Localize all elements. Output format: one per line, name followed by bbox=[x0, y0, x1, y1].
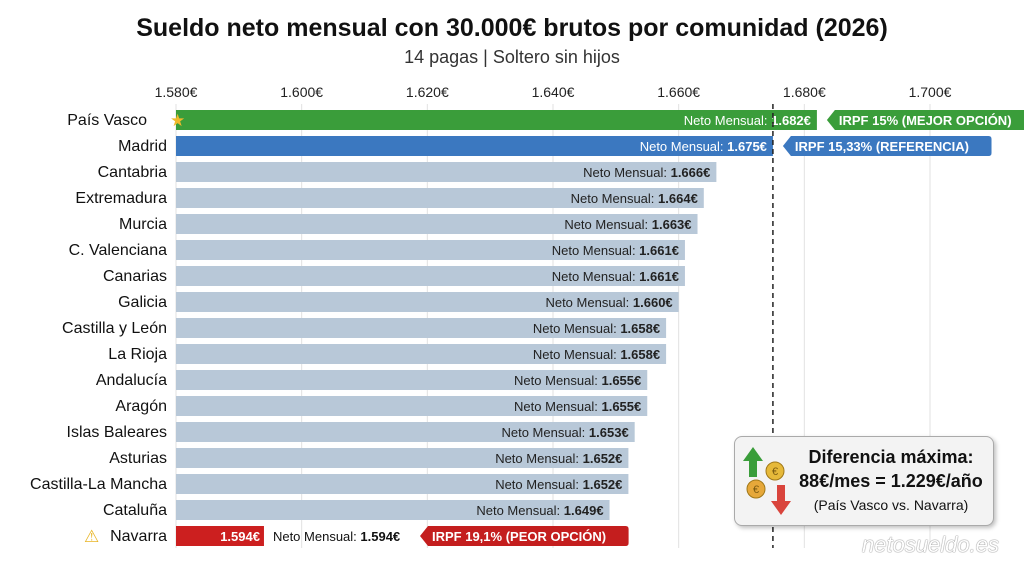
bar bbox=[176, 448, 629, 468]
watermark: netosueldo.es bbox=[862, 532, 999, 557]
tick-label: 1.660€ bbox=[657, 84, 700, 100]
bar-value-label: Neto Mensual: 1.661€ bbox=[552, 243, 679, 258]
bar-value-label: 1.594€ bbox=[220, 529, 260, 544]
category-label: Islas Baleares bbox=[67, 424, 168, 441]
bar bbox=[176, 344, 667, 364]
tick-label: 1.600€ bbox=[280, 84, 323, 100]
bar-value-label: Neto Mensual: 1.653€ bbox=[501, 425, 628, 440]
bar bbox=[176, 474, 629, 494]
chart-subtitle: 14 pagas | Soltero sin hijos bbox=[404, 47, 620, 67]
bar-value-label: Neto Mensual: 1.682€ bbox=[684, 113, 811, 128]
bar-value-label: Neto Mensual: 1.664€ bbox=[571, 191, 698, 206]
bar-value-label: Neto Mensual: 1.652€ bbox=[495, 477, 622, 492]
bar-value-label: Neto Mensual: 1.666€ bbox=[583, 165, 710, 180]
bar bbox=[176, 370, 648, 390]
tick-label: 1.580€ bbox=[155, 84, 198, 100]
bar bbox=[176, 162, 717, 182]
svg-text:€: € bbox=[772, 466, 778, 478]
info-value: 88€/mes = 1.229€/año bbox=[799, 471, 983, 491]
category-label: Madrid bbox=[118, 138, 167, 155]
bar bbox=[176, 500, 610, 520]
category-label: Aragón bbox=[115, 398, 167, 415]
info-title: Diferencia máxima: bbox=[808, 447, 974, 467]
bar bbox=[176, 110, 817, 130]
svg-text:€: € bbox=[753, 484, 759, 496]
bar bbox=[176, 422, 635, 442]
bar bbox=[176, 396, 648, 416]
bar-value-label: Neto Mensual: 1.594€ bbox=[273, 529, 400, 544]
bar-value-label: Neto Mensual: 1.652€ bbox=[495, 451, 622, 466]
category-label: Asturias bbox=[109, 450, 167, 467]
category-label: Cataluña bbox=[103, 502, 167, 519]
annotation-label: IRPF 19,1% (PEOR OPCIÓN) bbox=[432, 529, 606, 544]
bar bbox=[176, 136, 773, 156]
annotation-tag bbox=[782, 136, 992, 156]
bar-value-label: Neto Mensual: 1.660€ bbox=[545, 295, 672, 310]
annotation-label: IRPF 15,33% (REFERENCIA) bbox=[795, 139, 969, 154]
tick-label: 1.640€ bbox=[532, 84, 575, 100]
annotation-tag bbox=[826, 110, 1024, 130]
annotation-label: IRPF 15% (MEJOR OPCIÓN) bbox=[839, 113, 1012, 128]
category-label: Canarias bbox=[103, 268, 167, 285]
bar bbox=[176, 214, 698, 234]
info-note: (País Vasco vs. Navarra) bbox=[813, 497, 969, 513]
bar bbox=[176, 266, 685, 286]
category-label: Castilla-La Mancha bbox=[30, 476, 167, 493]
category-label: Castilla y León bbox=[62, 320, 167, 337]
category-label: País Vasco bbox=[67, 112, 147, 129]
bar bbox=[176, 188, 704, 208]
bar-value-label: Neto Mensual: 1.661€ bbox=[552, 269, 679, 284]
bar bbox=[176, 292, 679, 312]
bar-value-label: Neto Mensual: 1.655€ bbox=[514, 373, 641, 388]
category-label: Extremadura bbox=[75, 190, 167, 207]
annotation-tag bbox=[420, 526, 629, 546]
category-label: La Rioja bbox=[108, 346, 167, 363]
warning-icon: ⚠ bbox=[84, 527, 99, 547]
bar bbox=[176, 240, 685, 260]
category-label: Murcia bbox=[119, 216, 167, 233]
star-icon: ★ bbox=[170, 111, 185, 131]
category-label: Andalucía bbox=[96, 372, 167, 389]
tick-label: 1.700€ bbox=[909, 84, 952, 100]
category-label: Navarra bbox=[110, 528, 167, 545]
category-label: C. Valenciana bbox=[69, 242, 168, 259]
bar-value-label: Neto Mensual: 1.649€ bbox=[476, 503, 603, 518]
money-arrows-icon: € € bbox=[743, 447, 791, 515]
bar-value-label: Neto Mensual: 1.663€ bbox=[564, 217, 691, 232]
bar bbox=[176, 318, 667, 338]
bar-value-label: Neto Mensual: 1.675€ bbox=[640, 139, 767, 154]
tick-label: 1.680€ bbox=[783, 84, 826, 100]
bar-value-label: Neto Mensual: 1.658€ bbox=[533, 347, 660, 362]
chart-title: Sueldo neto mensual con 30.000€ brutos p… bbox=[136, 14, 888, 42]
info-box: € € Diferencia máxima: 88€/mes = 1.229€/… bbox=[734, 436, 994, 526]
category-label: Cantabria bbox=[98, 164, 167, 181]
bar bbox=[176, 526, 264, 546]
tick-label: 1.620€ bbox=[406, 84, 449, 100]
bar-value-label: Neto Mensual: 1.655€ bbox=[514, 399, 641, 414]
bar-value-label: Neto Mensual: 1.658€ bbox=[533, 321, 660, 336]
category-label: Galicia bbox=[118, 294, 167, 311]
